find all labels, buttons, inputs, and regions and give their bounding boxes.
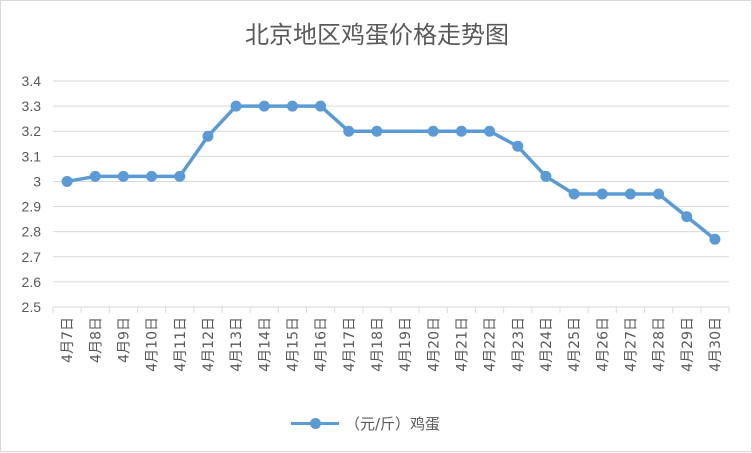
series-line-segment <box>178 134 210 179</box>
x-tick-label: 4月13日 <box>229 317 245 372</box>
data-point <box>681 211 693 223</box>
data-point <box>624 188 636 200</box>
x-tick-label: 4月19日 <box>398 317 414 372</box>
y-tick-label: 3.4 <box>22 73 42 89</box>
x-tick-label: 4月10日 <box>145 317 161 372</box>
x-tick-label: 4月21日 <box>454 317 470 372</box>
x-tick-label: 4月25日 <box>567 317 583 372</box>
x-tick-label: 4月22日 <box>483 317 499 372</box>
data-point <box>512 140 524 152</box>
y-tick-label: 2.9 <box>22 199 42 215</box>
data-point <box>371 125 383 137</box>
legend-label: （元/斤）鸡蛋 <box>345 414 441 433</box>
x-tick-label: 4月7日 <box>60 317 76 363</box>
data-point <box>89 170 101 182</box>
data-point <box>202 130 214 142</box>
data-point <box>258 100 270 112</box>
chart-title: 北京地区鸡蛋价格走势图 <box>245 21 509 49</box>
y-tick-label: 2.8 <box>22 224 42 240</box>
y-tick-label: 3.2 <box>22 123 42 139</box>
x-tick-label: 4月11日 <box>173 317 189 372</box>
data-point <box>230 100 242 112</box>
legend-marker <box>291 415 339 431</box>
x-tick-label: 4月24日 <box>539 317 555 372</box>
data-point <box>174 170 186 182</box>
data-point <box>455 125 467 137</box>
y-tick-label: 2.5 <box>22 299 42 315</box>
x-tick-label: 4月23日 <box>511 317 527 372</box>
data-point <box>709 233 721 245</box>
x-tick-label: 4月12日 <box>201 317 217 372</box>
series-line-segment <box>656 192 689 219</box>
x-tick-label: 4月16日 <box>314 317 330 372</box>
y-tick-label: 3.1 <box>22 148 42 164</box>
series-line-segment <box>318 104 351 133</box>
data-point <box>653 188 665 200</box>
x-tick-label: 4月18日 <box>370 317 386 372</box>
data-point <box>315 100 327 112</box>
x-tick-label: 4月20日 <box>426 317 442 372</box>
series-line-segment <box>516 144 548 179</box>
x-tick-label: 4月30日 <box>708 317 724 372</box>
x-tick-label: 4月26日 <box>595 317 611 372</box>
x-tick-label: 4月17日 <box>342 317 358 372</box>
series-line-segment <box>544 174 576 196</box>
legend: （元/斤）鸡蛋 <box>291 411 440 435</box>
y-tick-label: 2.6 <box>22 274 42 290</box>
y-tick-label: 3 <box>33 173 41 189</box>
data-point <box>484 125 496 137</box>
data-point <box>343 125 355 137</box>
y-tick-label: 2.7 <box>22 249 42 265</box>
data-point <box>61 175 73 187</box>
x-tick-label: 4月28日 <box>652 317 668 372</box>
x-tick-label: 4月27日 <box>623 317 639 372</box>
data-point <box>427 125 439 137</box>
x-tick-label: 4月29日 <box>680 317 696 372</box>
x-tick-label: 4月8日 <box>88 317 104 363</box>
data-point <box>540 170 552 182</box>
data-point <box>596 188 608 200</box>
x-tick-label: 4月9日 <box>116 317 132 363</box>
data-point <box>286 100 298 112</box>
data-point <box>146 170 158 182</box>
y-tick-label: 3.3 <box>22 98 42 114</box>
series-line-segment <box>206 104 238 138</box>
series-line-segment <box>685 214 717 241</box>
data-point <box>568 188 580 200</box>
x-tick-label: 4月15日 <box>285 317 301 372</box>
data-point <box>117 170 129 182</box>
x-tick-label: 4月14日 <box>257 317 273 372</box>
